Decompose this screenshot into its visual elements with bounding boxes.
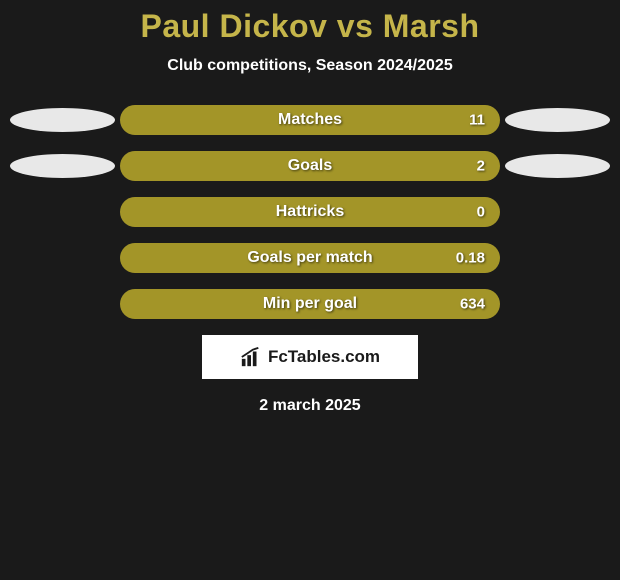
stat-row: Goals 2 — [10, 151, 610, 181]
stat-label: Hattricks — [276, 203, 344, 221]
right-badge-slot — [505, 292, 610, 316]
comparison-card: Paul Dickov vs Marsh Club competitions, … — [0, 0, 620, 415]
stat-value: 634 — [460, 296, 485, 313]
date-line: 2 march 2025 — [0, 397, 620, 415]
left-badge-slot — [10, 246, 115, 270]
stat-bar-wrap: Matches 11 — [120, 105, 500, 135]
stat-bar-wrap: Min per goal 634 — [120, 289, 500, 319]
logo-box: FcTables.com — [202, 335, 418, 379]
player-badge-left — [10, 154, 115, 178]
stat-bar-wrap: Goals per match 0.18 — [120, 243, 500, 273]
stat-row: Min per goal 634 — [10, 289, 610, 319]
stat-label: Matches — [278, 111, 342, 129]
left-badge-slot — [10, 108, 115, 132]
stat-bar-wrap: Goals 2 — [120, 151, 500, 181]
left-badge-slot — [10, 154, 115, 178]
stat-row: Goals per match 0.18 — [10, 243, 610, 273]
left-badge-slot — [10, 200, 115, 224]
player-badge-right — [505, 108, 610, 132]
stat-value: 11 — [469, 112, 485, 129]
stat-value: 0 — [477, 204, 485, 221]
stat-row: Hattricks 0 — [10, 197, 610, 227]
stat-label: Min per goal — [263, 295, 357, 313]
stat-row: Matches 11 — [10, 105, 610, 135]
right-badge-slot — [505, 200, 610, 224]
stat-label: Goals per match — [247, 249, 372, 267]
stat-value: 2 — [477, 158, 485, 175]
right-badge-slot — [505, 154, 610, 178]
bar-chart-icon — [240, 346, 262, 368]
logo-text: FcTables.com — [268, 347, 380, 367]
left-badge-slot — [10, 292, 115, 316]
stat-bar-wrap: Hattricks 0 — [120, 197, 500, 227]
player-badge-left — [10, 108, 115, 132]
subtitle: Club competitions, Season 2024/2025 — [0, 57, 620, 75]
player-badge-right — [505, 154, 610, 178]
right-badge-slot — [505, 246, 610, 270]
stats-area: Matches 11 Goals 2 Hattricks 0 — [0, 105, 620, 319]
stat-value: 0.18 — [456, 250, 485, 267]
page-title: Paul Dickov vs Marsh — [0, 8, 620, 45]
stat-label: Goals — [288, 157, 332, 175]
right-badge-slot — [505, 108, 610, 132]
